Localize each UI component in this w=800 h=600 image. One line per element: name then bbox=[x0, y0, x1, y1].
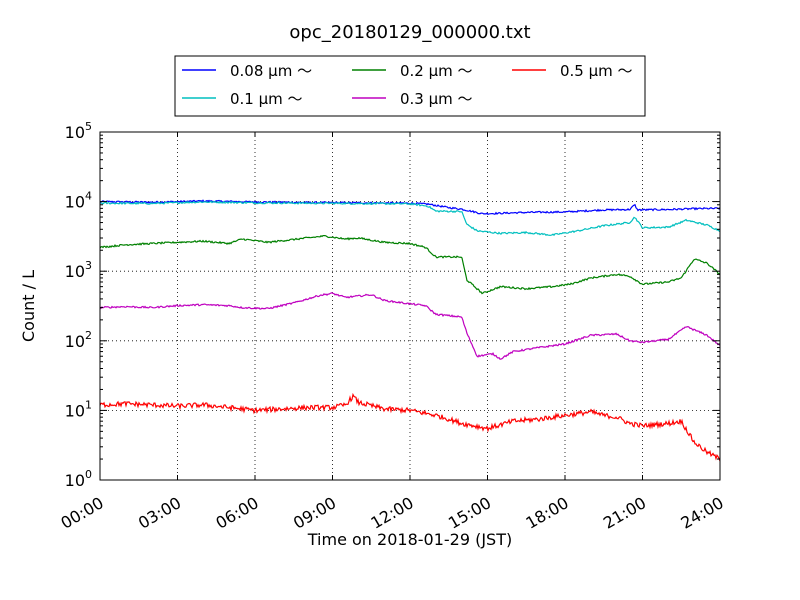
x-tick-label: 00:00 bbox=[57, 493, 106, 533]
series-layer bbox=[99, 199, 721, 462]
chart-title: opc_20180129_000000.txt bbox=[289, 22, 530, 43]
x-tick-label: 24:00 bbox=[677, 493, 726, 533]
x-tick-label: 06:00 bbox=[212, 493, 261, 533]
series-line bbox=[99, 292, 721, 360]
series-line bbox=[99, 235, 721, 295]
plot-area bbox=[100, 132, 720, 480]
y-tick-label: 102 bbox=[65, 329, 92, 351]
legend-label: 0.1 μm ～ bbox=[230, 90, 303, 108]
x-tick-label: 09:00 bbox=[290, 493, 339, 533]
x-tick-label: 18:00 bbox=[522, 493, 571, 533]
legend-label: 0.08 μm ～ bbox=[230, 62, 312, 80]
series-line bbox=[99, 200, 721, 237]
series-line bbox=[99, 392, 721, 462]
x-tick-label: 03:00 bbox=[135, 493, 184, 533]
y-tick-label: 103 bbox=[65, 259, 92, 281]
legend-label: 0.2 μm ～ bbox=[400, 62, 473, 80]
x-axis-label: Time on 2018-01-29 (JST) bbox=[307, 530, 512, 549]
y-tick-label: 101 bbox=[65, 398, 92, 420]
y-axis-label: Count / L bbox=[19, 270, 38, 342]
x-tick-label: 15:00 bbox=[445, 493, 494, 533]
grid bbox=[100, 132, 720, 480]
legend-label: 0.5 μm ～ bbox=[560, 62, 633, 80]
y-tick-label: 104 bbox=[65, 190, 92, 212]
x-tick-label: 21:00 bbox=[600, 493, 649, 533]
y-tick-label: 105 bbox=[65, 120, 92, 142]
legend-label: 0.3 μm ～ bbox=[400, 90, 473, 108]
x-tick-label: 12:00 bbox=[367, 493, 416, 533]
y-tick-label: 100 bbox=[65, 468, 92, 490]
legend: 0.08 μm ～ 0.1 μm ～ 0.2 μm ～ 0.3 μm ～ 0.5 μm … bbox=[174, 55, 646, 117]
legend-box bbox=[174, 55, 646, 117]
